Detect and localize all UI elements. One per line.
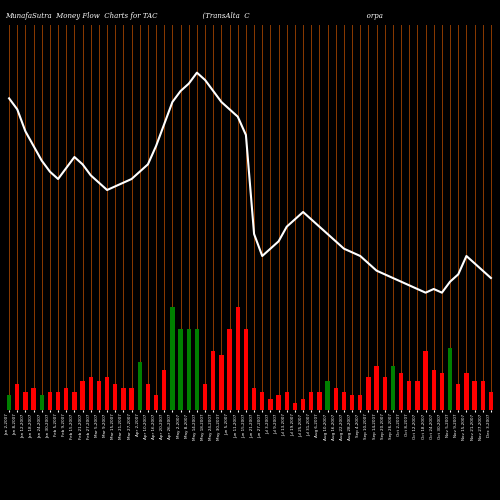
Bar	[301, 399, 306, 410]
Bar	[113, 384, 117, 410]
Bar	[88, 377, 93, 410]
Bar	[374, 366, 379, 410]
Bar	[15, 384, 20, 410]
Bar	[178, 330, 183, 410]
Bar	[154, 396, 158, 410]
Bar	[211, 352, 216, 410]
Bar	[162, 370, 166, 410]
Bar	[7, 396, 12, 410]
Bar	[317, 392, 322, 410]
Bar	[40, 396, 44, 410]
Bar	[80, 380, 85, 410]
Bar	[252, 388, 256, 410]
Bar	[415, 380, 420, 410]
Bar	[334, 388, 338, 410]
Bar	[440, 374, 444, 410]
Bar	[203, 384, 207, 410]
Bar	[72, 392, 76, 410]
Bar	[48, 392, 52, 410]
Bar	[350, 396, 354, 410]
Bar	[138, 362, 142, 410]
Bar	[64, 388, 68, 410]
Bar	[244, 330, 248, 410]
Bar	[366, 377, 370, 410]
Bar	[219, 355, 224, 410]
Bar	[56, 392, 60, 410]
Bar	[464, 374, 468, 410]
Bar	[194, 330, 199, 410]
Bar	[472, 380, 477, 410]
Bar	[105, 377, 110, 410]
Bar	[292, 402, 297, 410]
Bar	[358, 396, 362, 410]
Bar	[23, 392, 28, 410]
Bar	[146, 384, 150, 410]
Bar	[96, 380, 101, 410]
Text: MunafaSutra  Money Flow  Charts for TAC                    (TransAlta  C        : MunafaSutra Money Flow Charts for TAC (T…	[5, 12, 383, 20]
Bar	[130, 388, 134, 410]
Bar	[284, 392, 289, 410]
Bar	[488, 392, 493, 410]
Bar	[260, 392, 264, 410]
Bar	[424, 352, 428, 410]
Bar	[382, 377, 387, 410]
Bar	[399, 374, 404, 410]
Bar	[480, 380, 485, 410]
Bar	[407, 380, 412, 410]
Bar	[432, 370, 436, 410]
Bar	[236, 308, 240, 410]
Bar	[170, 308, 174, 410]
Bar	[309, 392, 314, 410]
Bar	[276, 396, 281, 410]
Bar	[228, 330, 232, 410]
Bar	[32, 388, 36, 410]
Bar	[342, 392, 346, 410]
Bar	[186, 330, 191, 410]
Bar	[448, 348, 452, 410]
Bar	[121, 388, 126, 410]
Bar	[390, 366, 395, 410]
Bar	[326, 380, 330, 410]
Bar	[456, 384, 460, 410]
Bar	[268, 399, 272, 410]
